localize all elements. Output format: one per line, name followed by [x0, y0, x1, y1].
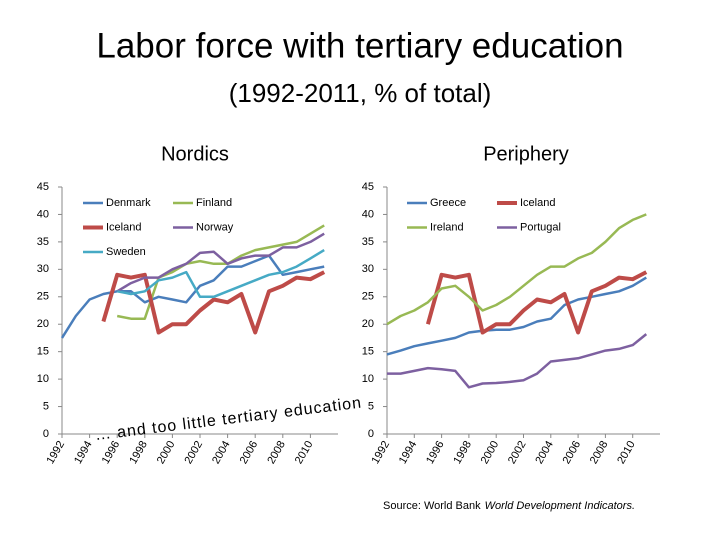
legend-label: Portugal: [520, 221, 561, 233]
x-tick-label: 2000: [155, 439, 178, 466]
x-tick-label: 1996: [424, 439, 447, 466]
y-tick-label: 25: [362, 291, 374, 303]
y-tick-label: 35: [37, 236, 49, 248]
x-tick-label: 2000: [479, 439, 502, 466]
y-tick-label: 40: [37, 208, 49, 220]
y-tick-label: 10: [37, 373, 49, 385]
x-tick-label: 2004: [210, 439, 233, 466]
x-tick-label: 2008: [265, 439, 288, 466]
legend-label: Norway: [196, 221, 234, 233]
y-tick-label: 25: [37, 291, 49, 303]
legend-label: Denmark: [106, 197, 151, 209]
y-tick-label: 45: [362, 181, 374, 193]
y-tick-label: 35: [362, 236, 374, 248]
series-line: [386, 213, 647, 326]
y-tick-label: 20: [362, 318, 374, 330]
x-tick-label: 1994: [72, 439, 95, 466]
y-tick-label: 30: [37, 263, 49, 275]
y-tick-label: 20: [37, 318, 49, 330]
y-tick-label: 5: [368, 400, 374, 412]
source: Source: World Bank World Development Indi…: [383, 500, 635, 512]
x-tick-label: 2004: [533, 439, 556, 466]
legend-label: Greece: [430, 197, 466, 209]
y-tick-label: 45: [37, 181, 49, 193]
x-tick-label: 2010: [615, 439, 638, 466]
series-line: [101, 270, 326, 335]
x-tick-label: 2002: [182, 439, 205, 466]
series-line: [386, 276, 647, 356]
y-tick-label: 30: [362, 263, 374, 275]
series-line: [387, 333, 648, 389]
chart-title: Periphery: [483, 143, 569, 165]
x-tick-label: 2002: [506, 439, 529, 466]
y-tick-label: 40: [362, 208, 374, 220]
legend-label: Iceland: [106, 221, 141, 233]
legend-label: Finland: [196, 197, 232, 209]
x-tick-label: 1998: [451, 439, 474, 466]
x-tick-label: 2006: [561, 439, 584, 466]
legend-label: Ireland: [430, 221, 464, 233]
series-line: [60, 254, 325, 339]
annotation: … and too little tertiary education: [94, 395, 363, 445]
chart-title: Nordics: [161, 143, 229, 165]
x-tick-label: 1994: [397, 439, 420, 466]
source-italic: World Development Indicators.: [485, 500, 635, 512]
x-tick-label: 1992: [369, 439, 392, 466]
y-tick-label: 15: [362, 346, 374, 358]
x-tick-label: 1992: [44, 439, 67, 466]
y-tick-label: 10: [362, 373, 374, 385]
x-tick-label: 2008: [588, 439, 611, 466]
series-line: [425, 270, 648, 335]
y-tick-label: 15: [37, 346, 49, 358]
y-tick-label: 0: [368, 428, 374, 440]
x-tick-label: 2010: [293, 439, 316, 466]
series-line: [116, 249, 325, 299]
y-tick-label: 5: [43, 400, 49, 412]
x-tick-label: 1998: [127, 439, 150, 466]
slide-subtitle: (1992-2011, % of total): [229, 78, 492, 108]
y-tick-label: 0: [43, 428, 49, 440]
source-text: Source: World Bank: [383, 500, 481, 512]
slide-title: Labor force with tertiary education: [96, 26, 623, 65]
series-line: [116, 232, 325, 293]
legend-label: Iceland: [520, 197, 555, 209]
legend-label: Sweden: [106, 246, 146, 258]
x-tick-label: 2006: [238, 439, 261, 466]
